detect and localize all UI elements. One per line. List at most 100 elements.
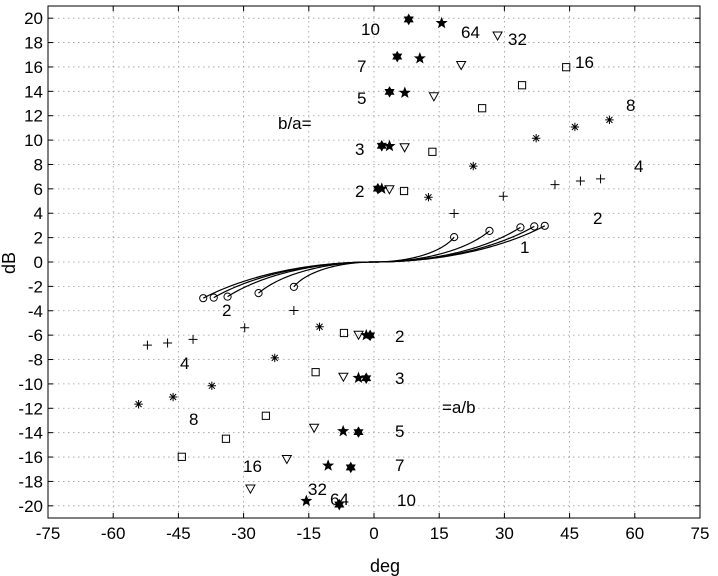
y-tick-label: -6 xyxy=(28,326,43,345)
y-tick-label: -12 xyxy=(18,399,43,418)
marker-triangle-down xyxy=(338,372,349,383)
marker-asterisk xyxy=(207,381,217,391)
marker-circle xyxy=(530,222,539,231)
marker-triangle-down xyxy=(308,423,320,434)
marker-hexagram xyxy=(403,13,414,26)
x-tick-label: 45 xyxy=(560,524,579,543)
marker-asterisk xyxy=(424,193,433,202)
marker-star xyxy=(383,139,396,152)
marker-circle xyxy=(289,282,298,291)
curve-label-lower: 3 xyxy=(395,369,404,388)
curve-label-lower: 5 xyxy=(395,422,404,441)
marker-hexagram xyxy=(353,426,364,438)
marker-square xyxy=(177,452,186,461)
marker-hexagram xyxy=(345,461,356,474)
marker-triangle-down xyxy=(353,330,364,341)
marker-star xyxy=(413,52,426,64)
marker-hexagram xyxy=(376,139,387,152)
marker-star xyxy=(398,86,411,98)
marker-asterisk xyxy=(315,322,324,331)
curve-7-lead xyxy=(374,225,535,263)
marker-circle xyxy=(450,233,459,242)
marker-square xyxy=(478,104,487,113)
grid xyxy=(47,6,701,518)
omega-label-upper: 32 xyxy=(508,30,527,49)
marker-square xyxy=(261,411,270,420)
marker-plus xyxy=(142,340,152,350)
y-tick-label: 6 xyxy=(34,180,43,199)
omega-label-lower: 2 xyxy=(222,301,231,320)
y-tick-label: 12 xyxy=(24,107,43,126)
marker-star xyxy=(322,459,335,471)
y-tick-label: -8 xyxy=(28,351,43,370)
marker-plus xyxy=(498,191,508,201)
marker-triangle-down xyxy=(281,454,293,465)
x-tick-label: 60 xyxy=(625,524,644,543)
marker-circle xyxy=(540,221,549,230)
marker-hexagram xyxy=(392,50,403,63)
y-tick-label: 14 xyxy=(24,82,43,101)
curve-10-lead xyxy=(374,225,546,263)
y-tick-label: 16 xyxy=(24,58,43,77)
x-tick-label: 75 xyxy=(691,524,710,543)
marker-asterisk xyxy=(270,353,279,363)
marker-star xyxy=(300,494,313,507)
curve-label-upper: 10 xyxy=(361,20,380,39)
y-tick-label: -10 xyxy=(18,375,43,394)
marker-triangle-down xyxy=(492,31,503,41)
x-tick-label: -45 xyxy=(166,524,191,543)
marker-star xyxy=(435,16,448,29)
y-tick-label: 10 xyxy=(24,131,43,150)
marker-plus xyxy=(550,180,560,190)
x-axis-label: deg xyxy=(370,556,400,576)
marker-plus xyxy=(449,208,459,218)
marker-plus xyxy=(289,306,299,316)
marker-square xyxy=(562,63,571,72)
y-tick-label: -4 xyxy=(28,302,43,321)
omega-label-lower: 8 xyxy=(189,410,198,429)
curve-label-upper: 3 xyxy=(355,140,364,159)
marker-square xyxy=(517,81,527,90)
marker-hexagram xyxy=(365,329,376,342)
marker-hexagram xyxy=(334,498,345,511)
marker-asterisk xyxy=(168,392,178,402)
y-tick-label: -18 xyxy=(18,472,43,491)
omega-label-lower: 32 xyxy=(308,480,327,499)
omega-label-upper: 8 xyxy=(626,96,635,115)
marker-star xyxy=(337,424,350,437)
omega-label-upper: 16 xyxy=(575,53,594,72)
marker-triangle-down xyxy=(455,61,467,71)
marker-asterisk xyxy=(469,161,478,171)
omega-label-upper: 64 xyxy=(461,23,480,42)
marker-triangle-down xyxy=(428,92,440,102)
x-tick-label: -30 xyxy=(231,524,256,543)
marker-asterisk xyxy=(605,115,614,125)
marker-triangle-down xyxy=(399,143,410,153)
marker-circle xyxy=(254,289,263,298)
marker-square xyxy=(311,368,320,377)
marker-square xyxy=(399,186,409,196)
x-tick-label: -15 xyxy=(297,524,322,543)
marker-circle xyxy=(485,226,494,235)
marker-asterisk xyxy=(134,399,143,409)
curves xyxy=(202,225,546,299)
marker-plus xyxy=(188,334,198,344)
y-tick-label: 18 xyxy=(24,34,43,53)
omega-label-upper: 1 xyxy=(520,238,529,257)
x-tick-label: -75 xyxy=(36,524,61,543)
marker-circle xyxy=(516,223,525,232)
curve-label-upper: 2 xyxy=(355,182,364,201)
y-ticks: -20-18-16-14-12-10-8-6-4-202468101214161… xyxy=(18,9,700,516)
curve-label-lower: 2 xyxy=(395,327,404,346)
y-tick-label: -20 xyxy=(18,497,43,516)
marker-circle xyxy=(223,292,232,301)
marker-plus xyxy=(575,176,585,186)
marker-square xyxy=(339,328,349,338)
marker-asterisk xyxy=(531,133,541,143)
curve-label-upper: 7 xyxy=(357,57,366,76)
y-tick-label: 8 xyxy=(34,155,43,174)
y-tick-label: 20 xyxy=(24,9,43,28)
x-tick-label: 0 xyxy=(369,524,378,543)
